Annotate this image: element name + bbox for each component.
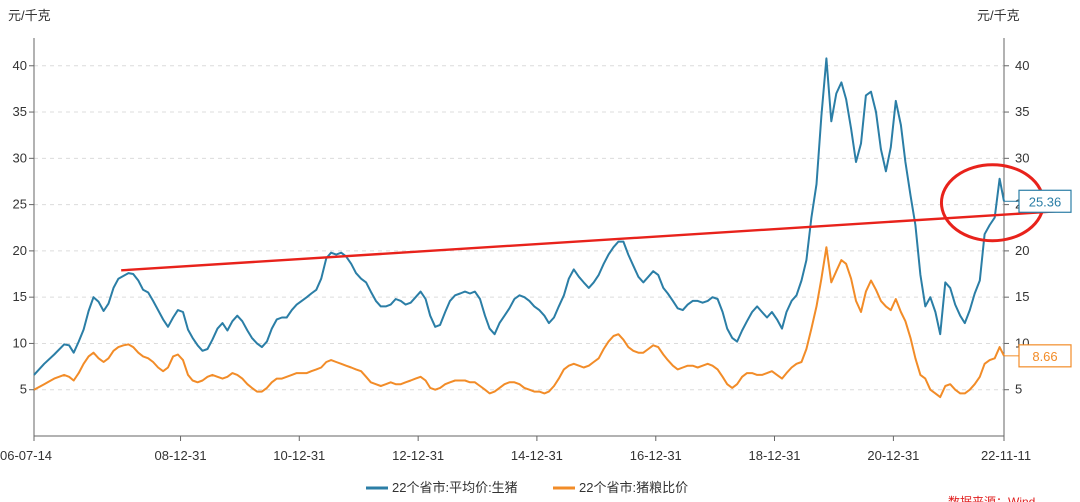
- y-right-tick-label: 20: [1015, 243, 1029, 258]
- y-left-tick-label: 5: [20, 382, 27, 397]
- x-tick-label: 20-12-31: [867, 448, 919, 463]
- y-right-tick-label: 15: [1015, 289, 1029, 304]
- x-tick-label: 06-07-14: [0, 448, 52, 463]
- series-line-0: [33, 57, 1005, 376]
- y-left-tick-label: 25: [13, 197, 27, 212]
- data-source-note: 数据来源：Wind: [948, 494, 1035, 502]
- y-right-tick-label: 5: [1015, 382, 1022, 397]
- y-left-tick-label: 35: [13, 104, 27, 119]
- x-tick-label: 18-12-31: [748, 448, 800, 463]
- callout-box: [1018, 344, 1072, 368]
- legend: 22个省市:平均价:生猪 22个省市:猪粮比价: [366, 480, 688, 495]
- x-tick-label: 12-12-31: [392, 448, 444, 463]
- gridlines: [34, 65, 1004, 391]
- callout-value: 8.66: [1032, 349, 1057, 364]
- annotations: [121, 163, 1069, 272]
- y-right-tick-label: 40: [1015, 58, 1029, 73]
- y-left-tick-label: 10: [13, 335, 27, 350]
- series-line-1: [33, 246, 1005, 399]
- series-layer: [33, 57, 1005, 399]
- y-left-tick-label: 20: [13, 243, 27, 258]
- x-tick-label: 10-12-31: [273, 448, 325, 463]
- x-tick-label: 16-12-31: [630, 448, 682, 463]
- x-tick-label: 08-12-31: [155, 448, 207, 463]
- trend-line: [121, 209, 1069, 272]
- y-left-tick-label: 15: [13, 289, 27, 304]
- legend-label-pig-grain-ratio: 22个省市:猪粮比价: [579, 480, 688, 495]
- axes: 51015202530354051015202530354006-07-1408…: [0, 38, 1031, 463]
- y-right-tick-label: 30: [1015, 150, 1029, 165]
- x-tick-label: 22-11-11: [981, 448, 1031, 463]
- y-left-tick-label: 30: [13, 150, 27, 165]
- callout-value: 25.36: [1029, 194, 1062, 209]
- y-axis-left-title: 元/千克: [8, 8, 51, 23]
- y-axis-right-title: 元/千克: [977, 8, 1020, 23]
- legend-label-pig-price: 22个省市:平均价:生猪: [392, 480, 518, 495]
- value-callouts: 25.36 8.66: [1004, 189, 1072, 368]
- callout-box: [1018, 189, 1072, 213]
- x-tick-label: 14-12-31: [511, 448, 563, 463]
- y-right-tick-label: 35: [1015, 104, 1029, 119]
- y-left-tick-label: 40: [13, 58, 27, 73]
